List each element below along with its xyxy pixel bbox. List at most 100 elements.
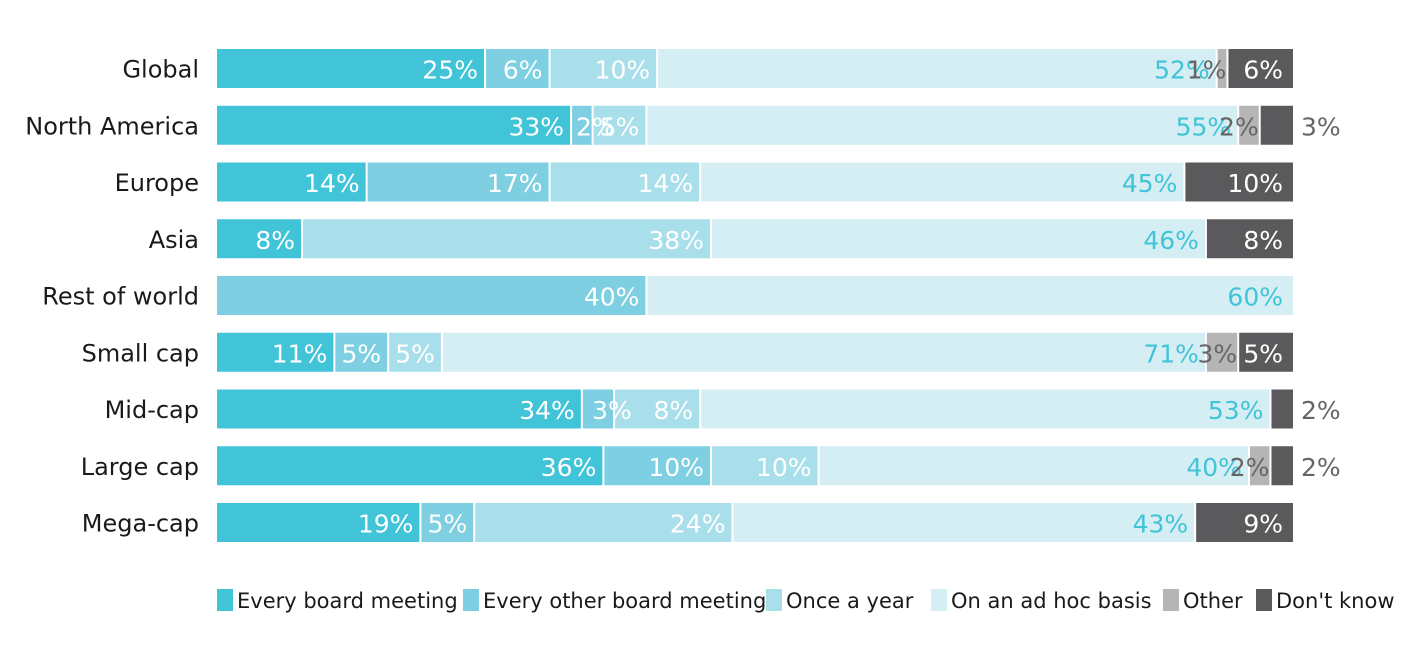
category-label: Europe bbox=[115, 169, 199, 197]
bar-segment bbox=[550, 162, 700, 202]
value-label: 2% bbox=[1230, 453, 1270, 482]
value-label: 2% bbox=[576, 112, 616, 141]
legend-label: Don't know bbox=[1276, 589, 1395, 613]
bar-segment bbox=[1271, 446, 1293, 486]
value-label: 5% bbox=[1243, 339, 1283, 368]
value-label: 10% bbox=[1227, 169, 1283, 198]
value-label: 2% bbox=[1301, 396, 1341, 425]
value-label: 40% bbox=[1186, 453, 1242, 482]
value-label: 52% bbox=[1154, 56, 1210, 85]
bar-segment bbox=[217, 162, 366, 202]
bar-segment bbox=[1239, 332, 1293, 372]
value-label: 5% bbox=[395, 339, 435, 368]
bar-segment bbox=[475, 503, 732, 542]
bar-segment bbox=[442, 332, 1205, 372]
value-label: 53% bbox=[1208, 396, 1264, 425]
bar-segment bbox=[217, 219, 302, 259]
value-label: 9% bbox=[1243, 510, 1283, 539]
value-label: 5% bbox=[600, 112, 640, 141]
bar-segment bbox=[217, 389, 581, 429]
value-label: 45% bbox=[1122, 169, 1178, 198]
value-label: 24% bbox=[670, 510, 726, 539]
bar-segment bbox=[604, 446, 710, 486]
bar-segment bbox=[550, 49, 657, 88]
bar-segment bbox=[711, 219, 1205, 259]
value-label: 34% bbox=[519, 396, 575, 425]
value-label: 5% bbox=[341, 339, 381, 368]
value-label: 55% bbox=[1176, 112, 1232, 141]
value-label: 36% bbox=[541, 453, 597, 482]
bar-segment bbox=[1249, 446, 1270, 486]
category-label: Large cap bbox=[81, 453, 199, 481]
bar-segment bbox=[217, 332, 334, 372]
value-label: 8% bbox=[1243, 226, 1283, 255]
bar-segment bbox=[615, 389, 700, 429]
bars bbox=[217, 49, 1293, 542]
value-label: 11% bbox=[272, 339, 328, 368]
value-label: 10% bbox=[648, 453, 704, 482]
category-label: Mega-cap bbox=[82, 510, 199, 538]
bar-segment bbox=[1271, 389, 1293, 429]
legend-label: Other bbox=[1183, 589, 1243, 613]
bar-segment bbox=[217, 503, 420, 542]
bar-segment bbox=[1239, 105, 1259, 145]
bar-segment bbox=[658, 49, 1216, 88]
bar-segment bbox=[819, 446, 1248, 486]
bar-segment bbox=[701, 389, 1270, 429]
bar-segment bbox=[389, 332, 441, 372]
category-label: Rest of world bbox=[42, 283, 199, 311]
value-label: 3% bbox=[592, 396, 632, 425]
bar-segment bbox=[711, 446, 818, 486]
value-label: 3% bbox=[1301, 112, 1341, 141]
bar-segment bbox=[486, 49, 549, 88]
category-label: Small cap bbox=[82, 339, 199, 367]
value-label: 25% bbox=[422, 56, 478, 85]
bar-segment bbox=[1206, 332, 1238, 372]
bar-segment bbox=[1217, 49, 1227, 88]
value-label: 1% bbox=[1187, 56, 1227, 85]
value-label: 2% bbox=[1219, 112, 1259, 141]
value-label: 5% bbox=[428, 510, 468, 539]
legend-label: Once a year bbox=[786, 589, 914, 613]
bar-segment bbox=[217, 49, 484, 88]
category-label: Global bbox=[122, 56, 199, 84]
value-label: 46% bbox=[1143, 226, 1199, 255]
value-label: 3% bbox=[1198, 339, 1238, 368]
value-labels: 25% 6% 10% 52%1% 6%33% 2%5% 55%2% 3%14% 17% 14% 45… bbox=[255, 56, 1340, 539]
value-label: 40% bbox=[584, 283, 640, 312]
value-label: 43% bbox=[1133, 510, 1189, 539]
bar-segment bbox=[421, 503, 474, 542]
legend-label: Every board meeting bbox=[237, 589, 458, 613]
value-label: 6% bbox=[503, 56, 543, 85]
value-label: 14% bbox=[304, 169, 360, 198]
value-label: 14% bbox=[638, 169, 694, 198]
bar-segment bbox=[647, 276, 1293, 315]
value-label: 10% bbox=[756, 453, 812, 482]
category-labels: Global North America Europe Asia Rest of wor… bbox=[25, 56, 199, 538]
bar-segment bbox=[582, 389, 614, 429]
bar-segment bbox=[367, 162, 549, 202]
bar-segment bbox=[1260, 105, 1293, 145]
legend-swatch bbox=[931, 589, 947, 611]
legend-label: On an ad hoc basis bbox=[951, 589, 1152, 613]
legend-swatch bbox=[463, 589, 479, 611]
value-label: 60% bbox=[1227, 283, 1283, 312]
value-label: 19% bbox=[358, 510, 414, 539]
value-label: 8% bbox=[255, 226, 295, 255]
bar-segment bbox=[303, 219, 710, 259]
value-label: 6% bbox=[1243, 56, 1283, 85]
bar-segment bbox=[647, 105, 1238, 145]
value-label: 8% bbox=[654, 396, 694, 425]
legend-swatch bbox=[1163, 589, 1179, 611]
legend-swatch bbox=[766, 589, 782, 611]
bar-segment bbox=[733, 503, 1195, 542]
value-label: 33% bbox=[509, 112, 565, 141]
bar-segment bbox=[701, 162, 1184, 202]
bar-segment bbox=[1228, 49, 1293, 88]
bar-segment bbox=[593, 105, 646, 145]
category-label: North America bbox=[25, 112, 199, 140]
category-label: Asia bbox=[149, 226, 199, 254]
bar-segment bbox=[335, 332, 388, 372]
legend-label: Every other board meeting bbox=[483, 589, 766, 613]
